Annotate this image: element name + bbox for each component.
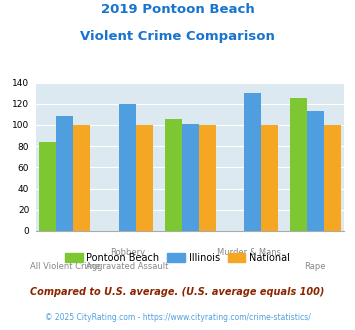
Bar (307, 111, 324, 231)
Text: © 2025 CityRating.com - https://www.cityrating.com/crime-statistics/: © 2025 CityRating.com - https://www.city… (45, 314, 310, 322)
Bar (261, 125, 278, 231)
Bar (39, 142, 56, 231)
Text: Violent Crime Comparison: Violent Crime Comparison (80, 30, 275, 43)
Text: Aggravated Assault: Aggravated Assault (86, 262, 169, 271)
Text: All Violent Crime: All Violent Crime (30, 262, 100, 271)
Text: 2019 Pontoon Beach: 2019 Pontoon Beach (100, 3, 255, 16)
Bar (324, 125, 341, 231)
Bar (56, 116, 73, 231)
Bar (290, 98, 307, 231)
Text: Robbery: Robbery (110, 248, 145, 257)
Text: Compared to U.S. average. (U.S. average equals 100): Compared to U.S. average. (U.S. average … (30, 287, 325, 297)
Legend: Pontoon Beach, Illinois, National: Pontoon Beach, Illinois, National (61, 249, 294, 267)
Bar (182, 124, 198, 231)
Bar (73, 125, 91, 231)
Text: Rape: Rape (305, 262, 326, 271)
Bar (198, 125, 215, 231)
Text: Murder & Mans...: Murder & Mans... (217, 248, 289, 257)
Bar (119, 104, 136, 231)
Bar (165, 118, 182, 231)
Bar (244, 93, 261, 231)
Bar (136, 125, 153, 231)
